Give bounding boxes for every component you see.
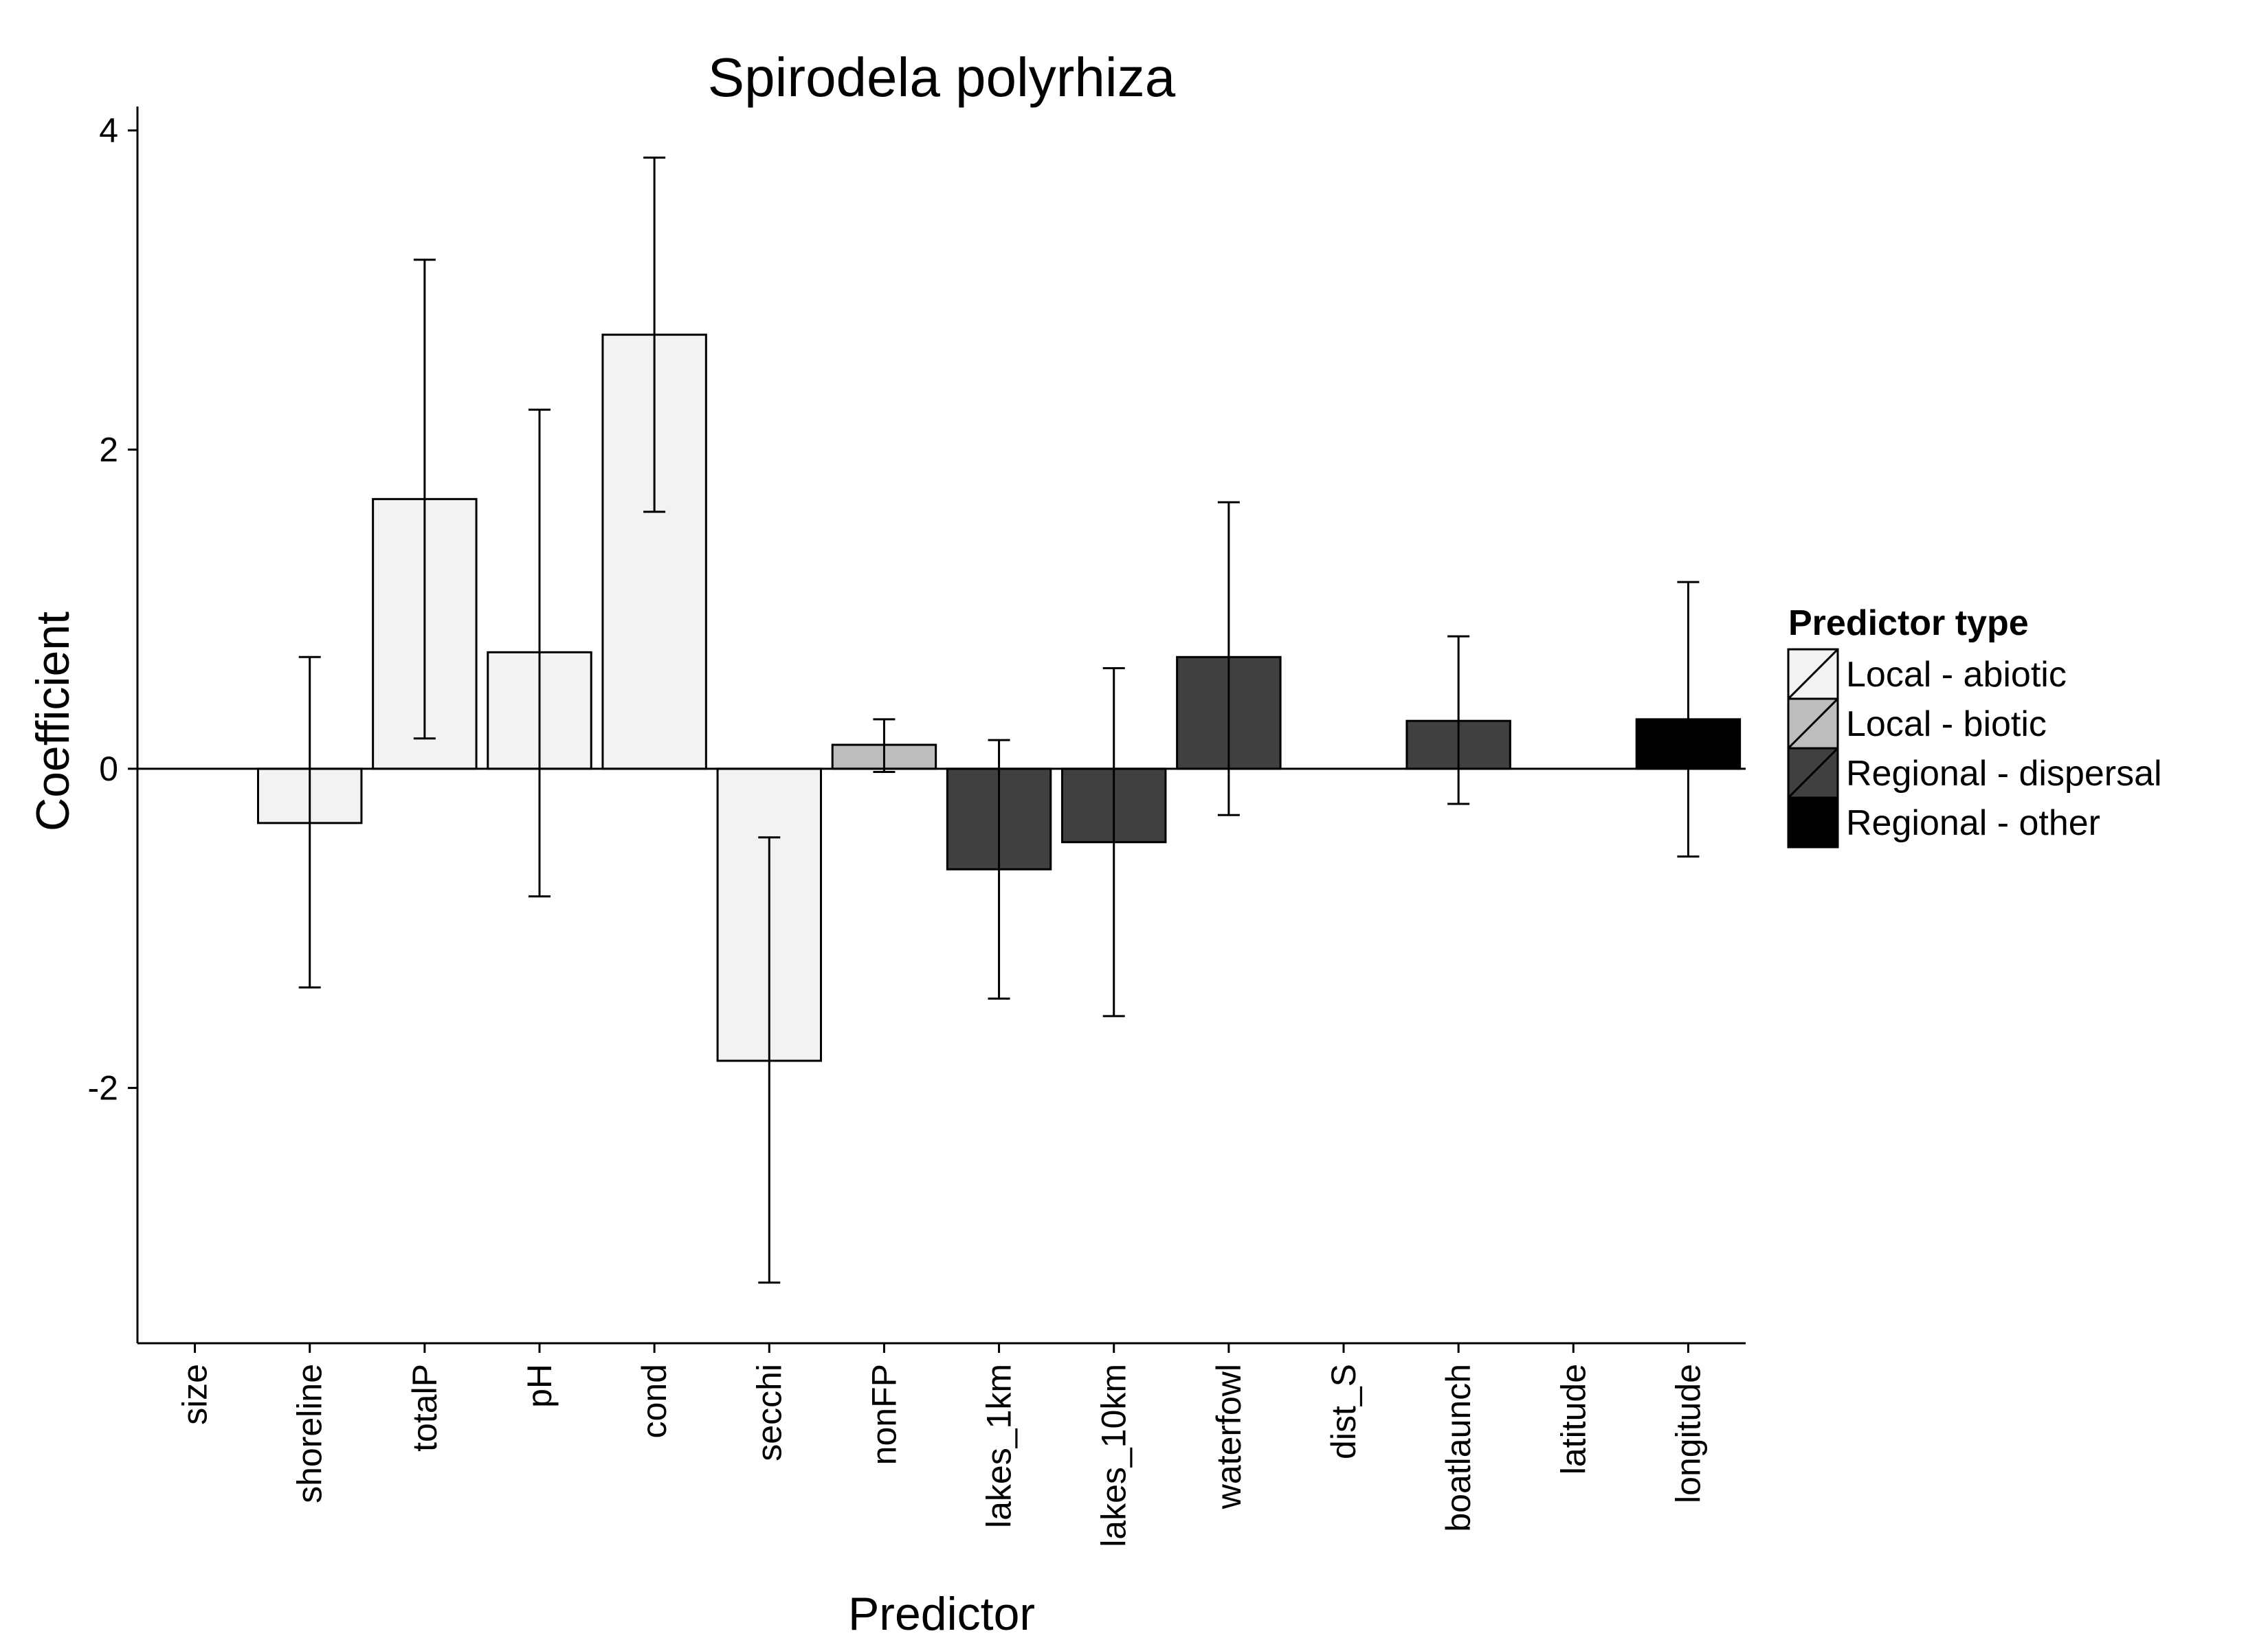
y-tick-label: 4 bbox=[99, 111, 118, 150]
y-tick-label: -2 bbox=[88, 1068, 118, 1107]
x-tick-label-boatlaunch: boatlaunch bbox=[1439, 1364, 1478, 1532]
x-tick-label-secchi: secchi bbox=[750, 1364, 788, 1461]
legend: Predictor type Local - abiotic Local - bi… bbox=[1787, 603, 2162, 849]
x-tick-label-cond: cond bbox=[635, 1364, 674, 1438]
legend-label: Local - biotic bbox=[1846, 704, 2047, 744]
legend-title: Predictor type bbox=[1788, 603, 2029, 643]
legend-label: Regional - other bbox=[1846, 803, 2100, 843]
legend-key-slash bbox=[1787, 796, 1839, 849]
y-tick-label: 2 bbox=[99, 430, 118, 469]
legend-label: Local - abiotic bbox=[1846, 655, 2067, 695]
legend-label: Regional - dispersal bbox=[1846, 754, 2162, 794]
x-tick-label-waterfowl: waterfowl bbox=[1210, 1364, 1248, 1510]
x-tick-label-shoreline: shoreline bbox=[291, 1364, 329, 1503]
y-tick-label: 0 bbox=[99, 750, 118, 788]
x-tick-label-dist_S: dist_S bbox=[1324, 1364, 1363, 1459]
x-tick-label-nonFP: nonFP bbox=[865, 1364, 903, 1465]
x-axis-title: Predictor bbox=[848, 1588, 1035, 1640]
x-tick-label-pH: pH bbox=[520, 1364, 559, 1408]
x-tick-label-size: size bbox=[176, 1364, 214, 1425]
y-axis-title: Coefficient bbox=[27, 612, 79, 831]
legend-key-slash bbox=[1787, 648, 1839, 700]
x-tick-label-lakes_10km: lakes_10km bbox=[1095, 1364, 1133, 1547]
legend-item: Regional - dispersal bbox=[1787, 747, 2162, 799]
legend-item: Regional - other bbox=[1787, 796, 2100, 849]
x-tick-label-lakes_1km: lakes_1km bbox=[980, 1364, 1019, 1528]
chart-title: Spirodela polyrhiza bbox=[708, 47, 1176, 108]
x-tick-label-totalP: totalP bbox=[405, 1364, 444, 1452]
legend-item: Local - abiotic bbox=[1787, 648, 2067, 700]
legend-key-slash bbox=[1787, 747, 1839, 799]
plot-area: 4 2 0 -2 size shoreline totalP pH cond secchi nonF… bbox=[88, 106, 1746, 1547]
legend-key-slash bbox=[1787, 697, 1839, 750]
x-tick-label-longitude: longitude bbox=[1669, 1364, 1707, 1503]
legend-item: Local - biotic bbox=[1787, 697, 2047, 750]
x-tick-label-latitude: latitude bbox=[1554, 1364, 1592, 1474]
